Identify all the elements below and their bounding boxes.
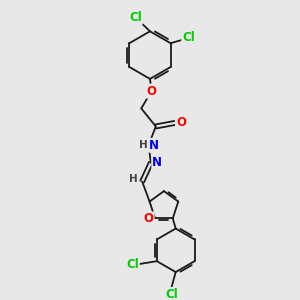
Text: H: H: [128, 174, 137, 184]
Text: Cl: Cl: [165, 288, 178, 300]
Text: O: O: [176, 116, 186, 130]
Text: O: O: [146, 85, 157, 98]
Text: N: N: [152, 156, 162, 169]
Text: H: H: [139, 140, 148, 150]
Text: Cl: Cl: [182, 32, 195, 44]
Text: Cl: Cl: [126, 258, 139, 271]
Text: N: N: [149, 139, 159, 152]
Text: O: O: [144, 212, 154, 226]
Text: Cl: Cl: [129, 11, 142, 24]
